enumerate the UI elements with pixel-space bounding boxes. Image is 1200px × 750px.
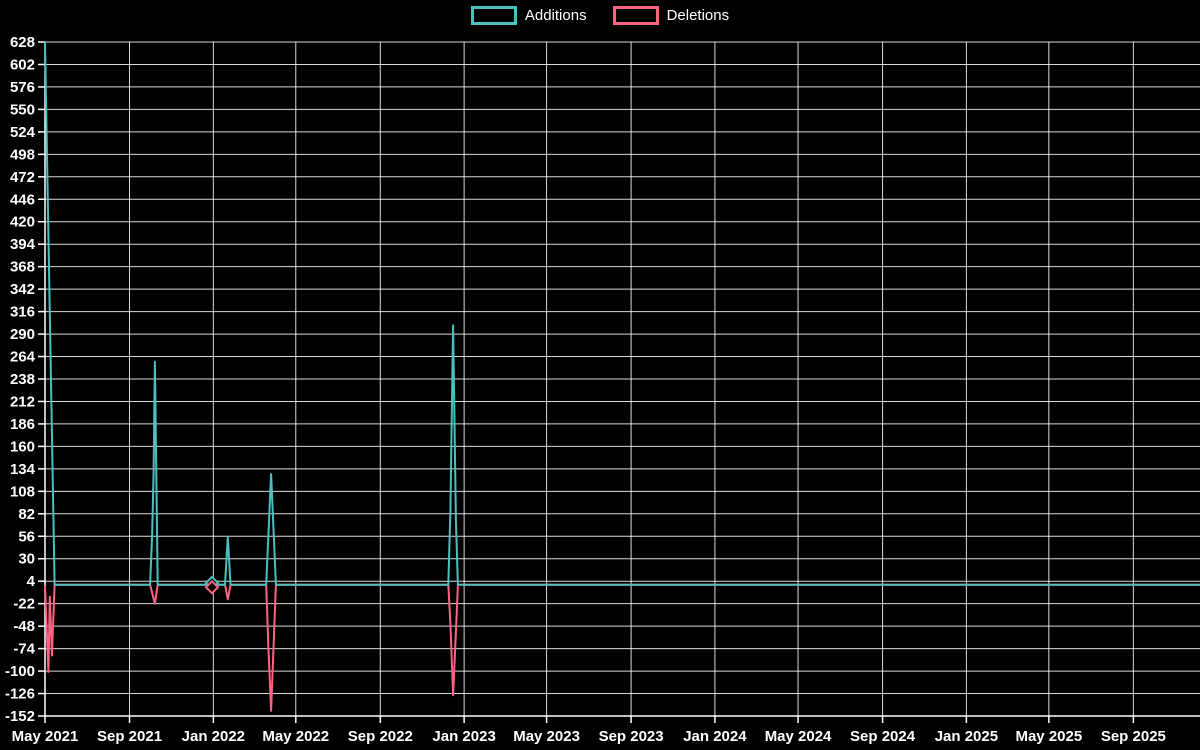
y-tick-label: -74 [13, 641, 35, 658]
y-tick-label: 238 [10, 371, 35, 388]
y-tick-label: 108 [10, 483, 35, 500]
x-tick-label: Sep 2024 [850, 728, 916, 745]
y-tick-label: 290 [10, 326, 35, 343]
y-tick-label: 394 [10, 236, 36, 253]
y-tick-label: 602 [10, 56, 35, 73]
gridlines [44, 41, 1200, 717]
y-tick-label: 186 [10, 416, 35, 433]
y-tick-label: -22 [13, 596, 35, 613]
y-tick-label: -152 [5, 708, 35, 725]
x-tick-label: May 2023 [513, 728, 580, 745]
y-tick-label: 160 [10, 438, 35, 455]
x-tick-label: Sep 2025 [1101, 728, 1166, 745]
x-tick-label: Jan 2023 [432, 728, 495, 745]
y-tick-label: 498 [10, 146, 35, 163]
deletions-point-marker [204, 579, 220, 595]
y-tick-label: 212 [10, 393, 35, 410]
chart-legend: Additions Deletions [0, 6, 1200, 25]
axis-labels: 628 602 576 550 524 498 472 446 420 394 368 342 316 2… [5, 34, 1166, 745]
additions-line [44, 41, 1200, 586]
x-tick-label: May 2021 [12, 728, 79, 745]
legend-label-additions: Additions [524, 7, 587, 24]
y-tick-label: 420 [10, 214, 35, 231]
x-tick-label: Jan 2022 [182, 728, 245, 745]
y-tick-label: 368 [10, 259, 35, 276]
x-tick-label: Sep 2022 [348, 728, 413, 745]
y-tick-label: 550 [10, 101, 35, 118]
y-tick-label: 576 [10, 79, 35, 96]
y-tick-label: 342 [10, 281, 35, 298]
additions-swatch-icon [470, 6, 517, 25]
legend-item-deletions[interactable]: Deletions [612, 6, 730, 25]
x-tick-label: May 2024 [765, 728, 832, 745]
legend-label-deletions: Deletions [666, 7, 730, 24]
y-tick-label: 472 [10, 169, 35, 186]
legend-item-additions[interactable]: Additions [470, 6, 587, 25]
y-tick-label: 30 [18, 551, 35, 568]
y-tick-label: 316 [10, 304, 35, 321]
x-tick-label: Jan 2025 [935, 728, 998, 745]
y-tick-label: -100 [5, 663, 35, 680]
deletions-swatch-icon [612, 6, 659, 25]
x-tick-label: Sep 2021 [97, 728, 162, 745]
axes [38, 41, 1200, 723]
y-tick-label: 628 [10, 34, 35, 51]
x-tick-label: Jan 2024 [683, 728, 747, 745]
y-tick-label: 82 [18, 506, 35, 523]
y-tick-label: -126 [5, 686, 35, 703]
x-tick-label: Sep 2023 [599, 728, 664, 745]
x-tick-label: May 2025 [1015, 728, 1082, 745]
y-tick-label: 56 [18, 528, 35, 545]
y-tick-label: 134 [10, 461, 36, 478]
y-tick-label: -48 [13, 618, 35, 635]
x-tick-label: May 2022 [262, 728, 329, 745]
y-tick-label: 264 [10, 349, 36, 366]
y-tick-label: 4 [27, 573, 36, 590]
y-tick-label: 446 [10, 191, 35, 208]
y-tick-label: 524 [10, 124, 36, 141]
